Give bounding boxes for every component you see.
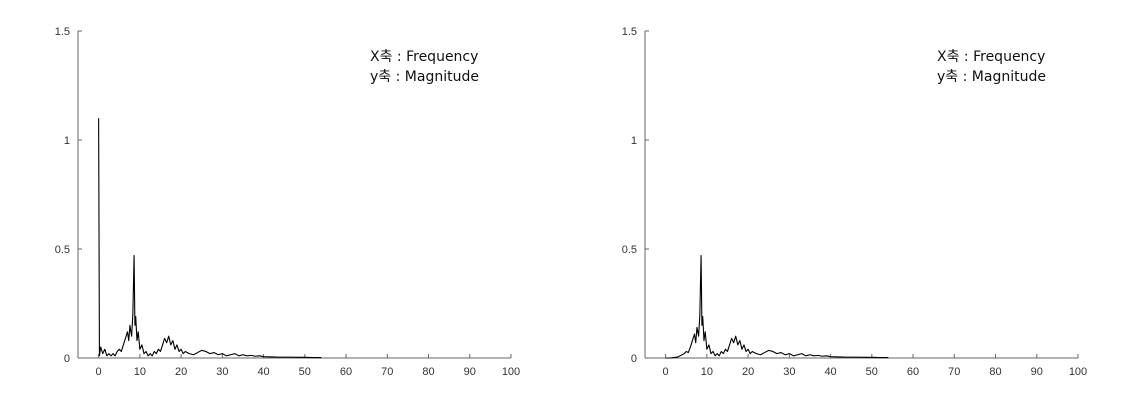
y-tick-label: 1.5 [622,26,637,38]
axis-annotation: y축 : Magnitude [370,69,479,85]
x-tick-label: 60 [907,366,919,378]
axis-annotation: y축 : Magnitude [937,69,1046,85]
chart-panel-left: 0 10 20 30 40 50 60 70 80 90 100 0 0.5 1 1.5 X축 : Frequ… [55,26,520,378]
x-tick-label: 90 [1031,366,1043,378]
axis-annotation: X축 : Frequency [370,49,478,65]
y-tick-label: 0.5 [55,244,70,256]
y-tick-label: 0.5 [622,244,637,256]
x-tick-label: 30 [783,366,795,378]
x-tick-label: 20 [742,366,754,378]
x-tick-label: 80 [422,366,434,378]
x-tick-label: 100 [1069,366,1087,378]
x-tick-label: 50 [866,366,878,378]
x-tick-label: 40 [257,366,269,378]
y-tick-label: 1 [64,135,70,147]
x-tick-label: 30 [216,366,228,378]
x-tick-label: 10 [701,366,713,378]
series-line [98,118,322,359]
x-tick-label: 80 [989,366,1001,378]
series-line [665,254,889,359]
x-tick-label: 100 [502,366,520,378]
y-tick-label: 0 [631,353,637,365]
x-tick-label: 0 [96,366,102,378]
x-tick-label: 10 [134,366,146,378]
x-tick-label: 20 [175,366,187,378]
x-tick-label: 90 [464,366,476,378]
x-tick-label: 50 [299,366,311,378]
x-tick-label: 0 [663,366,669,378]
y-tick-label: 0 [64,353,70,365]
chart-left: 0 10 20 30 40 50 60 70 80 90 100 0 0.5 1 1.5 X축 : Frequ… [55,26,520,378]
x-tick-label: 70 [948,366,960,378]
chart-panel-right: 0 10 20 30 40 50 60 70 80 90 100 0 0.5 1 1.5 X축 : Frequ… [567,0,1134,403]
y-tick-label: 1 [631,135,637,147]
x-tick-label: 70 [381,366,393,378]
x-tick-label: 40 [824,366,836,378]
chart-right: 0 10 20 30 40 50 60 70 80 90 100 0 0.5 1 1.5 X축 : Frequ… [622,26,1087,378]
y-tick-label: 1.5 [55,26,70,38]
axis-annotation: X축 : Frequency [937,49,1045,65]
x-tick-label: 60 [340,366,352,378]
